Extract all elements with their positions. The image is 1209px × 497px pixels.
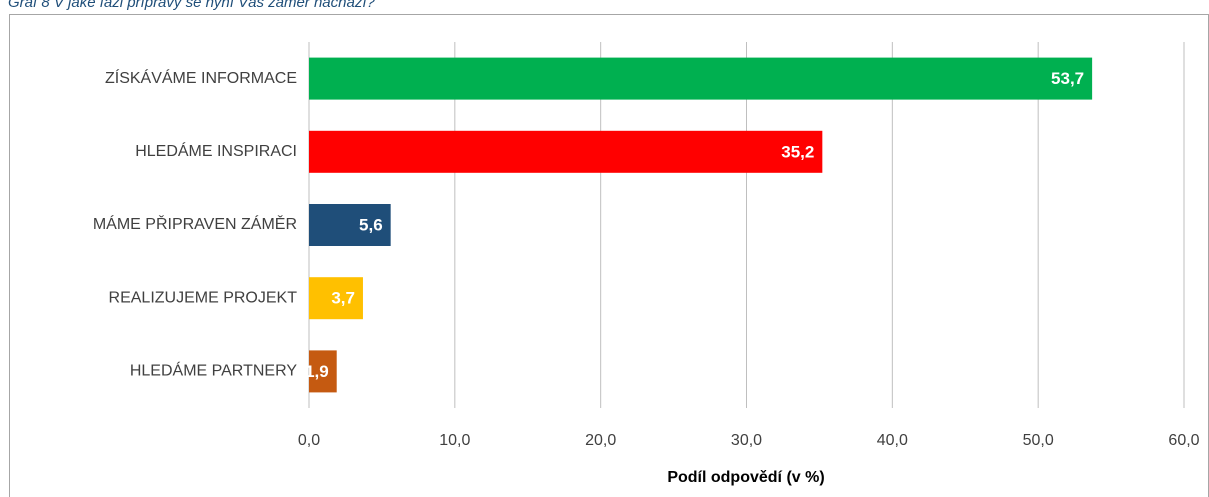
x-tick-label: 20,0 [585,432,616,449]
bar [309,130,823,173]
bar [309,277,363,320]
value-label: 3,7 [331,289,355,308]
y-tick-label: HLEDÁME PARTNERY [130,361,297,380]
bar [309,204,391,246]
chart-title: Graf 8 V jaké fázi přípravy se nyní Váš … [8,0,375,11]
value-label: 1,9 [305,362,329,381]
x-axis-label: Podíl odpovědí (v %) [667,469,824,486]
value-label: 53,7 [1051,69,1084,88]
y-tick-label: REALIZUJEME PROJEKT [109,289,298,306]
x-tick-label: 50,0 [1023,432,1054,449]
value-label: 35,2 [781,142,814,161]
x-tick-label: 40,0 [877,432,908,449]
bar [309,350,337,393]
x-tick-label: 30,0 [731,432,762,449]
x-tick-label: 10,0 [439,432,470,449]
y-tick-label: MÁME PŘIPRAVEN ZÁMĚR [93,214,297,233]
y-tick-label: ZÍSKÁVÁME INFORMACE [105,68,297,87]
x-tick-label: 60,0 [1168,432,1199,449]
value-label: 5,6 [359,215,383,234]
y-tick-label: HLEDÁME INSPIRACI [135,141,297,160]
x-tick-label: 0,0 [298,432,320,449]
bar [309,57,1093,100]
